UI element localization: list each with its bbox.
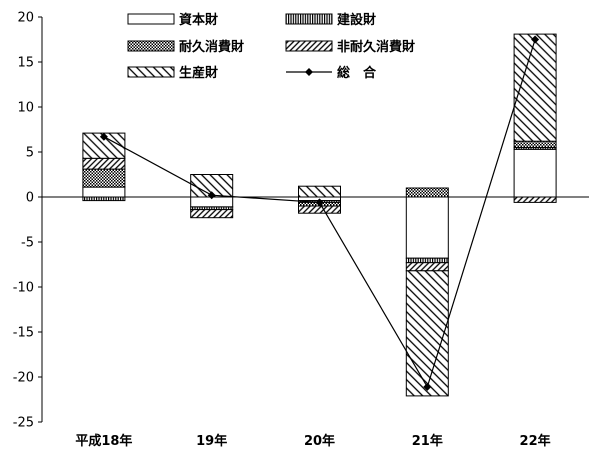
y-tick-label: -20: [13, 371, 34, 386]
legend-item-capital-goods: 資本財: [127, 12, 218, 28]
total-marker-1: [207, 191, 216, 200]
x-tick-label: 平成18年: [75, 433, 132, 449]
legend-item-production-goods: 生産財: [127, 65, 218, 81]
bar-segment-nondurable-consumer-goods-4: [513, 196, 557, 203]
legend-swatch-durable-consumer-goods: [127, 40, 175, 52]
x-tick-label: 22年: [520, 433, 551, 449]
legend-item-durable-consumer-goods: 耐久消費財: [127, 39, 244, 55]
bar-segment-production-goods-3: [405, 270, 449, 397]
total-marker-4: [531, 35, 540, 44]
total-series: [99, 35, 540, 391]
y-tick-label: 15: [17, 56, 34, 71]
y-tick-label: -25: [13, 416, 34, 431]
total-marker-2: [315, 198, 324, 207]
bar-segment-production-goods-4: [513, 33, 557, 142]
bar-segment-durable-consumer-goods-0: [82, 168, 126, 188]
legend-swatch-construction-goods: [285, 13, 333, 25]
legend-swatch-production-goods: [127, 66, 175, 78]
bar-segment-nondurable-consumer-goods-2: [298, 205, 341, 214]
axis-labels: 20 15 10 5 0 -5 -10 -15 -20 -25 平成18年 19年 20年 21年 22年: [13, 11, 551, 450]
bar-segment-capital-goods-0: [82, 186, 126, 198]
legend-label-capital-goods: 資本財: [179, 12, 218, 28]
legend-swatch-capital-goods: [127, 13, 175, 25]
axes: [38, 16, 589, 423]
bar-segment-durable-consumer-goods-4: [513, 140, 557, 148]
legend-swatch-total-marker: [305, 68, 313, 76]
bar-segment-nondurable-consumer-goods-0: [82, 157, 126, 170]
legend-label-total: 総 合: [337, 65, 377, 81]
y-tick-label: 0: [26, 191, 34, 206]
legend-label-nondurable-consumer-goods: 非耐久消費財: [337, 39, 415, 55]
legend-item-total: 総 合: [286, 65, 377, 81]
bar-segment-construction-goods-0: [82, 196, 126, 202]
bar-segment-capital-goods-4: [513, 148, 557, 198]
bar-segment-nondurable-consumer-goods-3: [405, 262, 449, 272]
bar-segment-construction-goods-3: [405, 257, 449, 264]
bar-segment-capital-goods-3: [405, 196, 449, 259]
bar-segments: [82, 33, 557, 397]
y-tick-label: -15: [13, 326, 34, 341]
x-tick-label: 21年: [412, 433, 443, 449]
bar-segment-durable-consumer-goods-3: [405, 187, 449, 198]
y-tick-label: 5: [26, 146, 34, 161]
x-tick-label: 20年: [304, 433, 335, 449]
legend-swatch-nondurable-consumer-goods: [285, 40, 333, 52]
legend-item-nondurable-consumer-goods: 非耐久消費財: [285, 39, 415, 55]
y-tick-label: -5: [21, 236, 34, 251]
x-tick-label: 19年: [196, 433, 227, 449]
legend-label-durable-consumer-goods: 耐久消費財: [179, 39, 244, 55]
total-marker-0: [99, 132, 108, 141]
legend-label-construction-goods: 建設財: [337, 12, 376, 28]
total-marker-3: [423, 382, 432, 391]
bar-segment-production-goods-2: [298, 185, 341, 198]
legend-label-production-goods: 生産財: [179, 65, 218, 81]
legend-item-construction-goods: 建設財: [285, 12, 376, 28]
bar-segment-nondurable-consumer-goods-1: [190, 209, 234, 219]
y-tick-label: 20: [17, 11, 34, 26]
y-tick-label: 10: [17, 101, 34, 116]
y-tick-label: -10: [13, 281, 34, 296]
